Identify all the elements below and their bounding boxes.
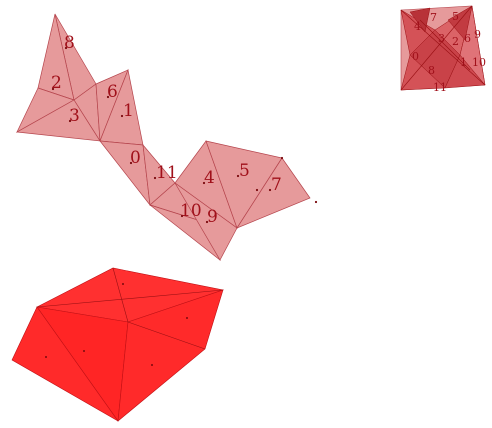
solid-marker [151, 364, 153, 366]
net-marker [51, 87, 55, 91]
folded-face-label: 7 [430, 11, 437, 24]
solid-marker [122, 283, 124, 285]
folded-face-label: 9 [474, 28, 481, 41]
net-face [99, 140, 151, 207]
net-face-label: 1 [123, 101, 134, 121]
net-marker [153, 176, 157, 180]
net-marker [314, 200, 318, 204]
net-marker [129, 161, 133, 165]
net-marker [236, 174, 240, 178]
net-marker [64, 46, 68, 50]
net-face-label: 8 [64, 33, 75, 53]
net-face-label: 2 [51, 73, 62, 93]
folded-face-label: 6 [464, 32, 471, 45]
net-face-label: 11 [156, 163, 178, 183]
net-face-label: 4 [204, 168, 215, 188]
net-marker [180, 214, 184, 218]
net-face [236, 157, 311, 229]
solid-face [11, 306, 119, 422]
solid-edge [36, 289, 224, 308]
net-face-label: 10 [180, 201, 202, 221]
net-marker [106, 95, 110, 99]
folded-edge [400, 5, 473, 91]
solid-marker [83, 350, 85, 352]
folded-edge [419, 19, 471, 71]
folded-model: 7 5 4 9 3 2 6 0 10 8 1 11 [400, 5, 486, 94]
solid-shape [11, 267, 225, 422]
net-marker [68, 119, 72, 123]
net-face-label: 5 [239, 161, 250, 181]
net-marker [255, 188, 259, 192]
net-marker [268, 188, 272, 192]
folded-face-label: 0 [412, 50, 419, 63]
net-marker [205, 220, 209, 224]
unfolded-net: 8 2 3 6 1 0 11 4 5 10 9 7 [15, 13, 318, 262]
net-marker [280, 156, 284, 160]
net-face-label: 6 [107, 82, 118, 102]
folded-face-label: 2 [452, 35, 459, 48]
folded-face-label: 11 [433, 81, 447, 94]
folded-face-label: 10 [472, 56, 486, 69]
net-marker [120, 114, 124, 118]
net-marker [202, 181, 206, 185]
folded-face-label: 5 [452, 10, 459, 23]
solid-marker [45, 356, 47, 358]
solid-marker [186, 317, 188, 319]
folded-face-label: 4 [414, 20, 421, 33]
folded-face-label: 8 [428, 64, 435, 77]
folded-face-label: 1 [460, 56, 467, 69]
net-face-label: 3 [69, 106, 80, 126]
net-face [15, 99, 101, 142]
net-face [174, 182, 238, 261]
net-face-label: 0 [130, 148, 141, 168]
folded-face-label: 3 [438, 32, 445, 45]
net-face-label: 9 [207, 207, 218, 227]
solid-edge [127, 321, 206, 350]
solid-edge [112, 267, 129, 323]
folded-face [400, 54, 446, 91]
folded-edge [400, 9, 486, 86]
net-face-label: 7 [271, 175, 282, 195]
folded-face [447, 5, 473, 41]
